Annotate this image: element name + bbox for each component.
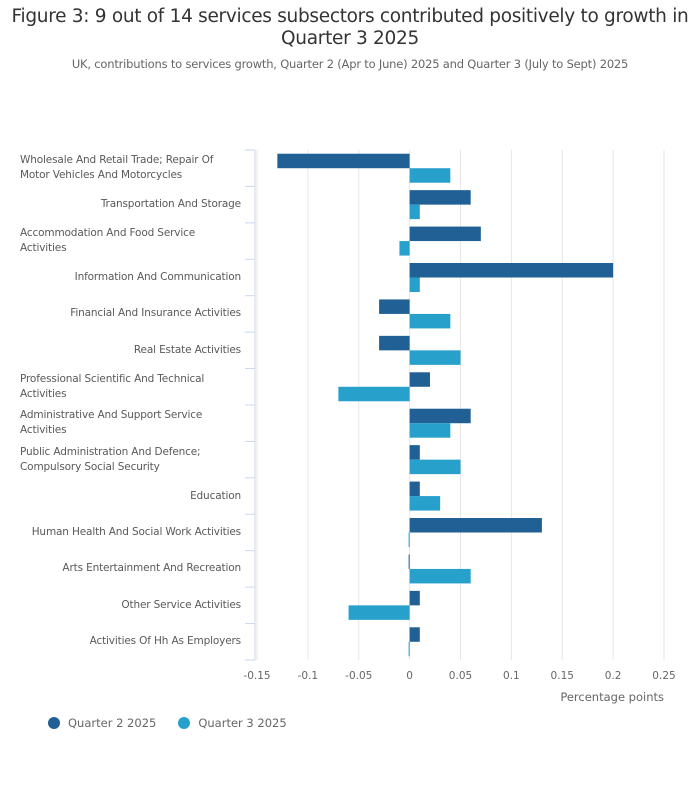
chart-title: Figure 3: 9 out of 14 services subsector… bbox=[11, 6, 689, 49]
y-axis bbox=[245, 149, 256, 661]
bar-q3[interactable] bbox=[408, 641, 410, 657]
bar-q3[interactable] bbox=[409, 168, 451, 183]
bar-q2[interactable] bbox=[409, 263, 614, 278]
x-tick-label: -0.05 bbox=[345, 670, 372, 682]
y-category-label: Other Service Activities bbox=[121, 598, 241, 613]
y-category-label-line: Motor Vehicles And Motorcycles bbox=[20, 169, 183, 182]
y-category-label: Education bbox=[190, 489, 241, 504]
bar-q2[interactable] bbox=[409, 481, 420, 497]
bar-q2[interactable] bbox=[409, 190, 471, 205]
y-category-label-line: Administrative And Support Service bbox=[20, 409, 203, 422]
bar-q2[interactable] bbox=[409, 226, 481, 242]
y-category-label: Transportation And Storage bbox=[101, 197, 241, 212]
legend-item-q3[interactable]: Quarter 3 2025 bbox=[178, 716, 287, 730]
bar-q3[interactable] bbox=[408, 532, 410, 548]
y-category-label-line: Activities bbox=[20, 242, 67, 255]
y-category-label-line: Education bbox=[190, 489, 241, 502]
y-category-label-line: Activities Of Hh As Employers bbox=[89, 635, 242, 648]
y-category-label-line: Activities bbox=[20, 387, 67, 400]
y-category-label: Arts Entertainment And Recreation bbox=[62, 561, 241, 576]
legend-marker-q3-icon bbox=[178, 717, 191, 729]
y-category-label-line: Human Health And Social Work Activities bbox=[31, 526, 241, 538]
legend-item-q2[interactable]: Quarter 2 2025 bbox=[48, 716, 156, 730]
y-category-label: Professional Scientific And Technical Act… bbox=[20, 372, 245, 402]
bar-q3[interactable] bbox=[409, 204, 420, 220]
y-category-label-line: Transportation And Storage bbox=[100, 198, 241, 211]
x-tick-label: 0.1 bbox=[503, 670, 520, 682]
bar-q2[interactable] bbox=[409, 627, 420, 642]
x-tick-label: 0.2 bbox=[605, 670, 622, 682]
y-category-label-line: Financial And Insurance Activities bbox=[70, 307, 241, 320]
x-tick-label: 0.25 bbox=[652, 670, 675, 682]
legend-label-q2: Quarter 2 2025 bbox=[68, 716, 157, 730]
y-category-label-line: Real Estate Activities bbox=[133, 343, 241, 356]
y-category-label: Financial And Insurance Activities bbox=[70, 306, 241, 321]
bar-q2[interactable] bbox=[409, 518, 542, 533]
y-category-label-line: Activities bbox=[20, 424, 67, 437]
bar-q3[interactable] bbox=[399, 241, 410, 256]
gridlines bbox=[256, 150, 665, 660]
y-category-label: Wholesale And Retail Trade; Repair Of Mot… bbox=[20, 153, 245, 183]
bar-q3[interactable] bbox=[409, 459, 461, 475]
bar-q2[interactable] bbox=[277, 153, 410, 169]
bar-q2[interactable] bbox=[409, 372, 430, 387]
x-tick-label: 0 bbox=[406, 670, 413, 682]
y-category-label-line: Accommodation And Food Service bbox=[20, 227, 196, 240]
bar-q2[interactable] bbox=[409, 445, 420, 460]
x-tick-label: -0.15 bbox=[243, 670, 270, 682]
bar-q3[interactable] bbox=[409, 350, 461, 365]
bar-q2[interactable] bbox=[379, 299, 410, 314]
x-axis-ticks: -0.15 -0.1 -0.05 0 0.05 0.1 0.15 0.2 0.25 bbox=[243, 670, 675, 682]
y-category-label: Information And Communication bbox=[74, 270, 242, 285]
y-category-label: Real Estate Activities bbox=[134, 343, 241, 358]
bar-q2[interactable] bbox=[409, 590, 420, 606]
x-tick-label: 0.05 bbox=[449, 670, 472, 682]
bar-q2[interactable] bbox=[379, 335, 410, 351]
bar-q2[interactable] bbox=[409, 408, 471, 424]
bar-q2[interactable] bbox=[408, 554, 410, 569]
x-axis-title: Percentage points bbox=[560, 690, 664, 704]
y-category-label-line: Information And Communication bbox=[74, 271, 242, 283]
y-category-label-line: Professional Scientific And Technical bbox=[20, 372, 205, 385]
bar-q3[interactable] bbox=[348, 605, 410, 620]
legend: Quarter 2 2025 Quarter 3 2025 bbox=[48, 716, 309, 730]
y-category-label-line: Compulsory Social Security bbox=[20, 460, 160, 473]
y-category-label-line: Wholesale And Retail Trade; Repair Of bbox=[20, 154, 214, 167]
y-category-label-line: Arts Entertainment And Recreation bbox=[62, 562, 241, 575]
y-category-label: Human Health And Social Work Activities bbox=[32, 525, 241, 540]
bar-q3[interactable] bbox=[409, 277, 420, 293]
bar-q3[interactable] bbox=[409, 568, 471, 584]
y-category-label: Activities Of Hh As Employers bbox=[89, 634, 242, 649]
y-category-label: Accommodation And Food Service Activities bbox=[20, 226, 245, 256]
y-category-label-line: Public Administration And Defence; bbox=[20, 445, 201, 458]
chart-subtitle: UK, contributions to services growth, Qu… bbox=[71, 57, 629, 71]
y-category-label: Public Administration And Defence; Compul… bbox=[20, 445, 245, 475]
bars bbox=[277, 153, 614, 657]
legend-marker-q2-icon bbox=[48, 717, 60, 729]
bar-q3[interactable] bbox=[409, 423, 451, 438]
x-tick-label: -0.1 bbox=[298, 670, 319, 682]
bar-q3[interactable] bbox=[409, 496, 441, 511]
y-category-label-line: Other Service Activities bbox=[121, 598, 241, 611]
y-category-label: Administrative And Support Service Activi… bbox=[20, 408, 245, 438]
bar-q3[interactable] bbox=[338, 386, 410, 402]
bar-q3[interactable] bbox=[409, 313, 451, 329]
legend-label-q3: Quarter 3 2025 bbox=[198, 716, 287, 730]
x-tick-label: 0.15 bbox=[551, 670, 574, 682]
